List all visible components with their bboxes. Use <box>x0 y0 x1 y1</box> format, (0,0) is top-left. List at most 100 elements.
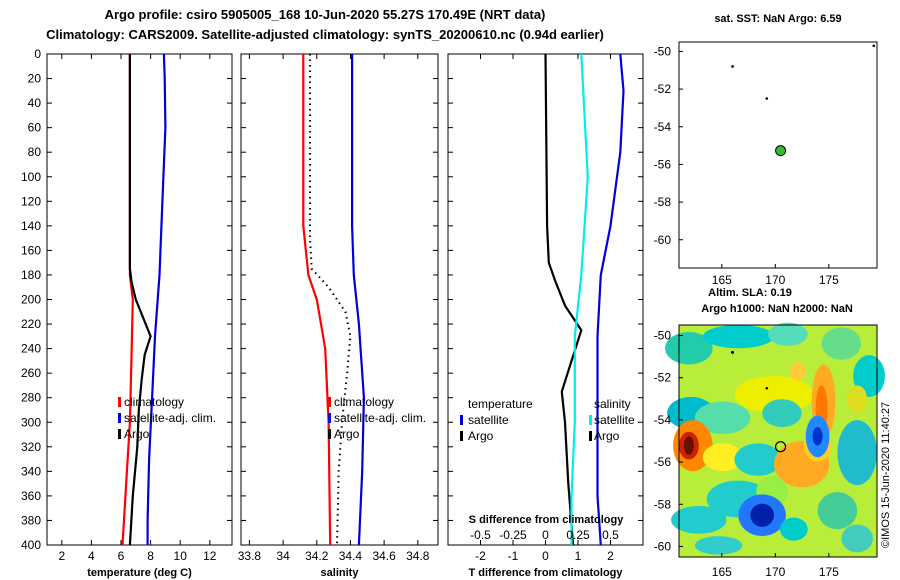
legend-swatch <box>328 429 331 439</box>
x-tick-label: -2 <box>475 549 486 563</box>
x-tick-label: 6 <box>118 549 125 563</box>
y-tick-label: 40 <box>28 96 42 110</box>
x-tick-label: 165 <box>712 273 732 287</box>
island-marker <box>872 44 876 48</box>
y-tick-label: -58 <box>654 195 672 209</box>
x-tick-label-salinity: 0.25 <box>566 528 590 542</box>
panel-frame-temperature <box>46 53 233 546</box>
legend-label: climatology <box>334 395 394 409</box>
sla-anomaly-blob <box>702 443 743 472</box>
series-line-t-satellite <box>596 53 625 546</box>
x-tick-label: 12 <box>203 549 217 563</box>
x-tick-label-salinity: 0.5 <box>602 528 619 542</box>
x-tick-label: 8 <box>147 549 154 563</box>
y-tick-label: -60 <box>654 233 672 247</box>
y-tick-label: 300 <box>21 415 41 429</box>
y-tick-label: 20 <box>28 72 42 86</box>
y-tick-label: 400 <box>21 538 41 552</box>
y-tick-label: 180 <box>21 268 41 282</box>
legend-label: Argo <box>124 427 150 441</box>
y-tick-label: 60 <box>28 121 42 135</box>
legend-label: satellite <box>468 413 509 427</box>
legend-label: Argo <box>594 429 620 443</box>
legend-label: satellite <box>594 413 635 427</box>
x-tick-label: 175 <box>819 273 839 287</box>
legend-swatch <box>460 431 463 441</box>
y-tick-label: 220 <box>21 317 41 331</box>
legend-label: temperature <box>468 397 533 411</box>
x-tick-label: 175 <box>819 565 839 579</box>
x-tick-label: 0 <box>542 549 549 563</box>
y-tick-label: 80 <box>28 145 42 159</box>
sla-anomaly-blob <box>841 524 874 553</box>
y-tick-label: 320 <box>21 440 41 454</box>
y-tick-label: -52 <box>654 371 672 385</box>
series-line-s-satellite <box>570 53 589 545</box>
y-tick-label: -60 <box>654 539 672 553</box>
x-tick-label: 34.8 <box>406 549 430 563</box>
x-axis-label: T difference from climatology <box>468 567 623 579</box>
x-tick-label: 34.2 <box>305 549 329 563</box>
legend-swatch <box>589 415 592 425</box>
credit-text: ©IMOS 15-Jun-2020 11:40:27 <box>880 401 892 548</box>
y-tick-label: 160 <box>21 243 41 257</box>
legend-label: salinity <box>594 397 631 411</box>
sla-subtitle: Argo h1000: NaN h2000: NaN <box>701 303 853 315</box>
x-tick-label: 33.8 <box>238 549 262 563</box>
y-tick-label: 340 <box>21 464 41 478</box>
island-marker <box>731 65 734 68</box>
legend-swatch <box>328 397 331 407</box>
sla-title: Altim. SLA: 0.19 <box>708 287 792 299</box>
sla-anomaly-blob <box>779 517 808 541</box>
y-tick-label: 240 <box>21 342 41 356</box>
y-tick-label: 360 <box>21 489 41 503</box>
x-tick-label: 34.6 <box>372 549 396 563</box>
legend-label: Argo <box>334 427 360 441</box>
figure-subtitle: Climatology: CARS2009. Satellite-adjuste… <box>46 27 604 42</box>
sla-anomaly-blob <box>671 505 727 534</box>
y-tick-label: -52 <box>654 82 672 96</box>
y-tick-label: 100 <box>21 170 41 184</box>
sla-anomaly-blob <box>837 420 877 486</box>
sla-anomaly-blob <box>821 327 862 360</box>
x-tick-label: -1 <box>508 549 519 563</box>
sla-anomaly-blob <box>665 331 713 365</box>
sla-anomaly-blob <box>817 492 858 530</box>
legend-label: satellite-adj. clim. <box>124 411 216 425</box>
sla-anomaly-blob <box>683 436 694 455</box>
sla-anomaly-blob <box>694 401 751 435</box>
panel-frame-salinity <box>240 53 439 546</box>
y-tick-label: -50 <box>654 329 672 343</box>
y-tick-label: -58 <box>654 497 672 511</box>
x-tick-label-salinity: 0 <box>542 528 549 542</box>
island-marker <box>765 386 769 390</box>
sla-anomaly-blob <box>694 536 743 555</box>
island-marker <box>731 350 735 354</box>
legend-swatch <box>118 413 121 423</box>
y-tick-label: -54 <box>654 413 672 427</box>
sla-anomaly-blob <box>768 322 808 346</box>
y-tick-label: 200 <box>21 293 41 307</box>
x-axis-label: salinity <box>321 567 360 579</box>
x-axis-label: temperature (deg C) <box>87 567 192 579</box>
legend-swatch <box>460 415 463 425</box>
x-tick-label-salinity: -0.25 <box>499 528 527 542</box>
x-tick-label-salinity: -0.5 <box>470 528 491 542</box>
sla-anomaly-blob <box>847 385 868 414</box>
y-tick-label: 120 <box>21 194 41 208</box>
y-tick-label: -56 <box>654 157 672 171</box>
y-tick-label: -54 <box>654 120 672 134</box>
argo-position-marker <box>775 145 787 157</box>
legend-label: climatology <box>124 395 184 409</box>
sla-anomaly-blob <box>750 503 775 527</box>
legend-label: satellite-adj. clim. <box>334 411 426 425</box>
legend-swatch <box>328 413 331 423</box>
x-tick-label: 4 <box>88 549 95 563</box>
y-tick-label: 260 <box>21 366 41 380</box>
sla-anomaly-blob <box>702 325 775 349</box>
series-line-satellite-adj-clim- <box>146 53 167 545</box>
sla-anomaly-blob <box>734 443 782 476</box>
series-line-satellite-adj-clim- <box>351 54 366 546</box>
argo-position-marker <box>774 441 787 453</box>
